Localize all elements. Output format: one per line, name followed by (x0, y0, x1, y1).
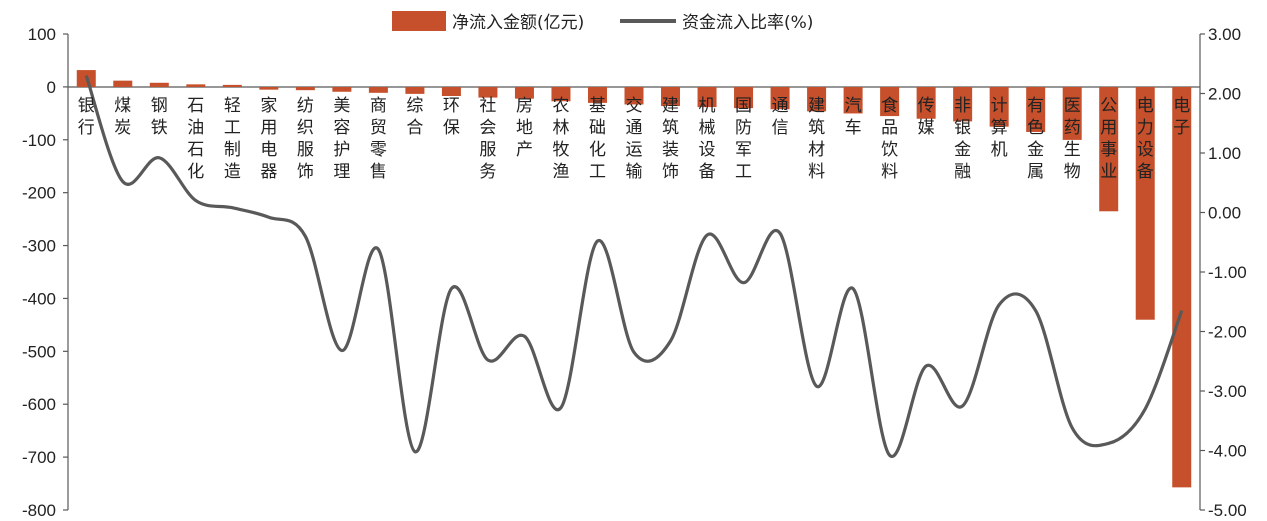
category-label-17: 机械设备 (699, 96, 716, 182)
category-label-28: 公用事业 (1100, 96, 1117, 182)
legend-bar-swatch (392, 11, 446, 31)
axes: 100 0 -100 -200 -300 -400 -500 -600 -700 -800 3.00… (22, 25, 1247, 520)
category-label-23: 传媒 (918, 96, 935, 138)
bar-29 (1135, 87, 1155, 320)
right-tick-label: 1.00 (1208, 144, 1241, 163)
right-tick-label: -4.00 (1208, 442, 1247, 461)
bar-24 (953, 87, 973, 122)
category-label-27: 医药生物 (1064, 96, 1081, 182)
bar-14 (587, 87, 607, 103)
line-layer (84, 75, 1184, 458)
right-tick-label: 0.00 (1208, 204, 1241, 223)
category-label-0: 银行 (78, 96, 95, 138)
left-tick-label: -600 (22, 395, 56, 414)
bar-25 (989, 87, 1009, 127)
bar-22 (880, 87, 900, 117)
right-tick-label: -1.00 (1208, 263, 1247, 282)
category-label-13: 农林牧渔 (552, 96, 569, 182)
category-label-20: 建筑材料 (808, 96, 825, 182)
legend: 净流入金额(亿元) 资金流入比率(%) (392, 11, 813, 33)
bar-12 (514, 87, 534, 99)
right-tick-label: 2.00 (1208, 85, 1241, 104)
category-label-22: 食品饮料 (881, 96, 898, 182)
bar-4 (222, 84, 242, 87)
right-tick-label: -5.00 (1208, 501, 1247, 520)
left-tick-label: -500 (22, 342, 56, 361)
bar-23 (916, 87, 936, 119)
category-label-8: 商贸零售 (370, 96, 387, 182)
category-label-26: 有色金属 (1027, 96, 1044, 182)
category-label-12: 房地产 (516, 96, 533, 160)
bar-7 (332, 87, 352, 92)
bar-8 (368, 87, 388, 93)
left-tick-label: -200 (22, 184, 56, 203)
bar-15 (624, 87, 644, 105)
category-label-9: 综合 (406, 96, 423, 138)
category-label-11: 社会服务 (479, 96, 496, 182)
bar-2 (149, 82, 169, 87)
category-label-15: 交通运输 (626, 96, 643, 182)
bar-5 (259, 87, 279, 90)
bar-17 (697, 87, 717, 108)
category-label-1: 煤炭 (114, 96, 131, 138)
bar-11 (478, 87, 498, 98)
category-label-2: 钢铁 (151, 96, 168, 138)
category-label-5: 家用电器 (260, 96, 277, 182)
category-label-7: 美容护理 (333, 96, 350, 182)
left-tick-label: -100 (22, 131, 56, 150)
bar-6 (295, 87, 315, 91)
bar-18 (734, 87, 754, 109)
category-label-10: 环保 (443, 96, 460, 138)
bar-10 (441, 87, 461, 96)
bar-20 (807, 87, 827, 112)
category-label-18: 国防军工 (735, 96, 752, 182)
category-label-21: 汽车 (845, 96, 862, 138)
left-tick-label: -700 (22, 448, 56, 467)
category-label-3: 石油石化 (187, 96, 204, 182)
bar-26 (1026, 87, 1046, 132)
category-label-16: 建筑装饰 (662, 96, 679, 182)
category-label-29: 电力设备 (1137, 96, 1154, 182)
bar-9 (405, 87, 425, 94)
category-label-25: 计算机 (991, 96, 1008, 160)
legend-line-label: 资金流入比率(%) (682, 13, 813, 33)
bars (76, 70, 1192, 488)
bar-27 (1062, 87, 1082, 140)
bar-3 (186, 84, 206, 87)
bar-30 (1172, 87, 1192, 488)
legend-bar-label: 净流入金额(亿元) (452, 13, 584, 33)
bar-19 (770, 87, 790, 110)
left-tick-label: -400 (22, 289, 56, 308)
left-tick-label: -300 (22, 237, 56, 256)
category-label-14: 基础化工 (589, 96, 606, 182)
bar-16 (661, 87, 681, 107)
category-label-4: 轻工制造 (224, 96, 241, 182)
category-label-6: 纺织服饰 (297, 96, 314, 182)
ratio-line (84, 75, 1184, 458)
category-label-24: 非银金融 (954, 96, 971, 182)
left-tick-label: 100 (28, 25, 56, 44)
bar-21 (843, 87, 863, 114)
category-label-30: 电子 (1173, 96, 1190, 138)
left-tick-label: -800 (22, 501, 56, 520)
left-tick-label: 0 (47, 78, 56, 97)
bar-13 (551, 87, 571, 102)
right-tick-label: 3.00 (1208, 25, 1241, 44)
category-label-19: 通信 (772, 96, 789, 138)
bar-28 (1099, 87, 1119, 212)
right-tick-label: -3.00 (1208, 382, 1247, 401)
bar-1 (113, 80, 133, 87)
right-tick-label: -2.00 (1208, 323, 1247, 342)
